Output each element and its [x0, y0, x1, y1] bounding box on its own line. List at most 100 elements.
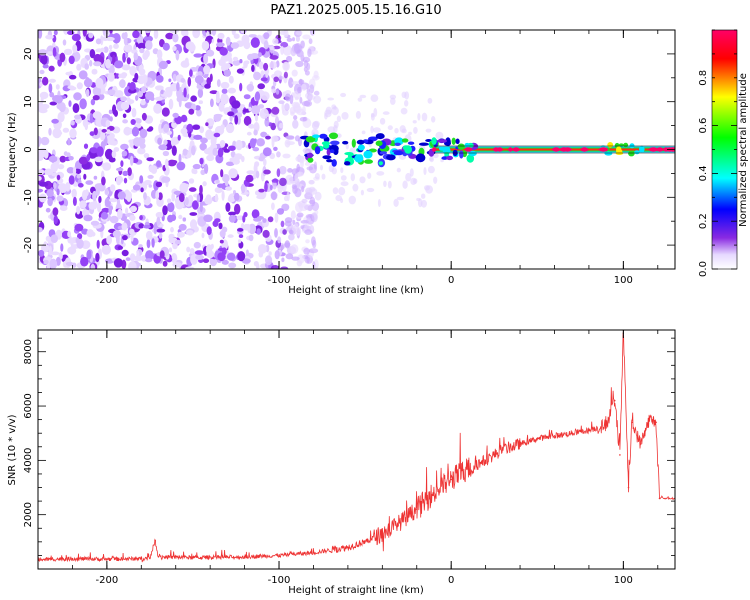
noise-speckle: [199, 202, 203, 213]
noise-speckle: [94, 156, 104, 163]
noise-speckle: [165, 87, 173, 98]
noise-speckle: [324, 112, 328, 120]
noise-speckle: [296, 212, 304, 218]
colorbar-tick-label: 0.8: [698, 70, 709, 86]
noise-speckle: [271, 202, 275, 211]
noise-speckle: [100, 47, 105, 52]
noise-speckle: [72, 166, 77, 176]
noise-speckle: [193, 241, 201, 249]
noise-speckle: [62, 127, 70, 133]
noise-speckle: [396, 167, 401, 173]
carrier-hotspot: [559, 147, 569, 152]
noise-speckle: [377, 199, 381, 207]
noise-speckle: [221, 259, 229, 265]
noise-speckle: [76, 82, 83, 90]
noise-speckle: [95, 252, 100, 263]
noise-speckle: [85, 180, 94, 185]
noise-speckle: [38, 227, 43, 233]
noise-speckle: [220, 124, 225, 130]
noise-speckle: [114, 60, 124, 69]
noise-speckle: [101, 207, 110, 214]
noise-speckle: [396, 196, 405, 201]
snr-data-point: [639, 443, 642, 445]
signal-blob: [455, 138, 460, 145]
noise-speckle: [162, 205, 168, 216]
carrier-hotspot: [431, 147, 437, 152]
noise-speckle: [262, 229, 270, 238]
noise-speckle: [118, 73, 122, 79]
noise-speckle: [239, 59, 243, 64]
noise-speckle: [248, 123, 255, 129]
noise-speckle: [45, 235, 52, 242]
noise-speckle: [93, 175, 98, 180]
noise-speckle: [293, 115, 298, 121]
noise-speckle: [44, 168, 54, 176]
spectrogram-y-tick-label: 20: [23, 48, 34, 61]
noise-speckle: [267, 216, 274, 223]
signal-blob: [326, 149, 331, 156]
noise-speckle: [227, 87, 236, 94]
noise-speckle: [294, 173, 299, 183]
noise-speckle: [295, 30, 303, 36]
noise-speckle: [366, 187, 375, 193]
noise-speckle: [260, 77, 268, 82]
noise-speckle: [108, 109, 113, 115]
noise-speckle: [425, 185, 433, 194]
noise-speckle: [220, 93, 226, 99]
noise-speckle: [83, 214, 93, 222]
noise-speckle: [251, 105, 261, 115]
spectrogram-xlabel: Height of straight line (km): [288, 285, 424, 296]
noise-speckle: [170, 160, 178, 164]
noise-speckle: [172, 262, 182, 268]
noise-speckle: [42, 64, 49, 69]
snr-line-plot: [38, 330, 675, 563]
noise-speckle: [168, 247, 173, 253]
noise-speckle: [48, 65, 55, 72]
noise-speckle: [230, 42, 240, 49]
signal-blob: [628, 150, 635, 157]
signal-blob: [379, 151, 388, 155]
snr-x-tick-label: -200: [96, 575, 119, 586]
noise-speckle: [71, 33, 81, 42]
noise-speckle: [45, 207, 51, 213]
noise-speckle: [172, 73, 177, 82]
noise-speckle: [192, 124, 201, 130]
noise-speckle: [193, 134, 203, 140]
signal-blob: [307, 157, 314, 163]
signal-blob: [364, 159, 373, 164]
noise-speckle: [155, 211, 164, 219]
noise-speckle: [96, 146, 104, 158]
noise-speckle: [233, 33, 240, 39]
noise-speckle: [231, 100, 241, 109]
noise-speckle: [280, 45, 284, 55]
noise-speckle: [67, 30, 75, 35]
noise-speckle: [263, 158, 267, 167]
noise-speckle: [156, 49, 163, 60]
noise-speckle: [130, 119, 136, 125]
signal-blob: [305, 136, 316, 143]
noise-speckle: [101, 176, 106, 186]
noise-speckle: [104, 188, 109, 195]
noise-speckle: [299, 117, 307, 122]
noise-speckle: [111, 150, 117, 158]
noise-speckle: [311, 213, 318, 221]
snr-series-line: [38, 332, 675, 563]
noise-speckle: [189, 219, 198, 230]
noise-speckle: [158, 192, 163, 201]
noise-speckle: [429, 156, 435, 163]
noise-speckle: [253, 172, 257, 180]
noise-speckle: [387, 180, 392, 189]
noise-speckle: [90, 263, 96, 269]
noise-speckle: [283, 61, 289, 70]
noise-speckle: [160, 90, 164, 95]
noise-speckle: [155, 181, 163, 188]
noise-speckle: [264, 182, 268, 193]
noise-speckle: [218, 59, 226, 67]
noise-speckle: [171, 192, 176, 202]
noise-speckle: [355, 110, 361, 119]
noise-speckle: [148, 165, 158, 173]
noise-speckle: [47, 197, 53, 207]
noise-speckle: [89, 113, 93, 124]
